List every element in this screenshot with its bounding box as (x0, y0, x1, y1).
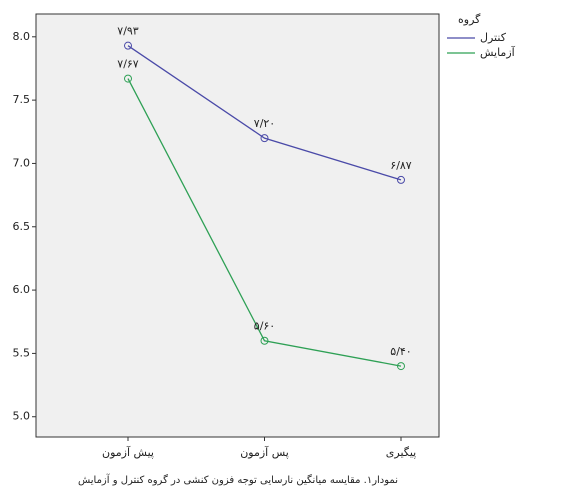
value-label: ۷/۲۰ (254, 117, 275, 130)
value-label: ۶/۸۷ (390, 159, 412, 172)
y-tick-label: 8.0 (13, 30, 31, 43)
plot-area (36, 14, 439, 437)
y-tick-label: 5.0 (13, 410, 31, 423)
chart: نمودار۱. مقایسه میانگین نارسایی توجه فزو… (0, 0, 569, 491)
x-tick-label: پیگیری (386, 446, 416, 459)
value-label: ۵/۴۰ (390, 345, 411, 358)
y-tick-label: 6.5 (13, 220, 31, 233)
y-tick-label: 5.5 (13, 346, 31, 359)
y-tick-label: 7.5 (13, 93, 31, 106)
legend-label: آزمایش (480, 45, 516, 59)
x-tick-label: پس آزمون (240, 445, 289, 459)
value-label: ۵/۶۰ (254, 320, 275, 333)
value-label: ۷/۹۳ (117, 25, 139, 38)
x-tick-label: پیش آزمون (102, 445, 154, 459)
legend-label: کنترل (480, 31, 507, 44)
legend-title: گروه (458, 13, 481, 26)
caption: نمودار۱. مقایسه میانگین نارسایی توجه فزو… (78, 473, 398, 486)
value-label: ۷/۶۷ (117, 58, 139, 71)
y-tick-label: 7.0 (13, 156, 31, 169)
y-tick-label: 6.0 (13, 283, 31, 296)
